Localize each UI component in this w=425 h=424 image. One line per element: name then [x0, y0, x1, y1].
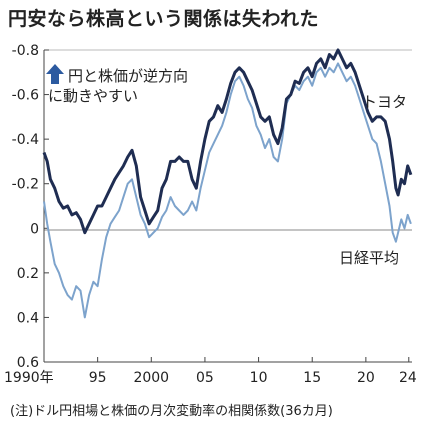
y-tick-label: 0.2: [17, 266, 39, 282]
x-tick-label: 1990年: [4, 370, 54, 386]
x-tick-label: 20: [357, 370, 375, 386]
annotation-line-1: 円と株価が逆方向: [68, 67, 188, 85]
nikkei-label: 日経平均: [339, 249, 399, 267]
series-layer: [42, 48, 413, 319]
chart-title: 円安なら株高という関係は失われた: [8, 8, 320, 30]
x-tick-label: 2000: [133, 370, 169, 386]
toyota-label: トヨタ: [362, 93, 407, 111]
x-tick-label: 95: [89, 370, 107, 386]
y-tick-label: 0: [30, 221, 39, 237]
chart-note: (注)ドル円相場と株価の月次変動率の相関係数(36カ月): [10, 404, 333, 419]
x-tick-label: 05: [196, 370, 214, 386]
y-tick-label: -0.6: [12, 88, 39, 104]
nikkei-series-line: [43, 62, 412, 319]
annotation-line-2: に動きやすい: [48, 87, 138, 105]
toyota-series-line: [42, 48, 413, 235]
x-ticks: 1990年 95 2000 05 10 15 20 24: [4, 357, 417, 386]
x-tick-label: 10: [250, 370, 268, 386]
y-tick-label: -0.4: [12, 132, 39, 148]
arrow-up-icon: [46, 64, 64, 84]
x-tick-label: 24: [399, 370, 417, 386]
y-tick-label: -0.8: [12, 43, 39, 59]
y-tick-label: 0.4: [17, 310, 39, 326]
y-tick-label: -0.2: [12, 177, 39, 193]
chart-svg: -0.8 -0.6 -0.4 -0.2 0 0.2 0.4 0.6 1990年 95 2000 05…: [4, 43, 417, 386]
y-tick-label: 0.6: [17, 355, 39, 371]
x-tick-label: 15: [303, 370, 321, 386]
y-ticks: -0.8 -0.6 -0.4 -0.2 0 0.2 0.4 0.6: [12, 43, 49, 371]
